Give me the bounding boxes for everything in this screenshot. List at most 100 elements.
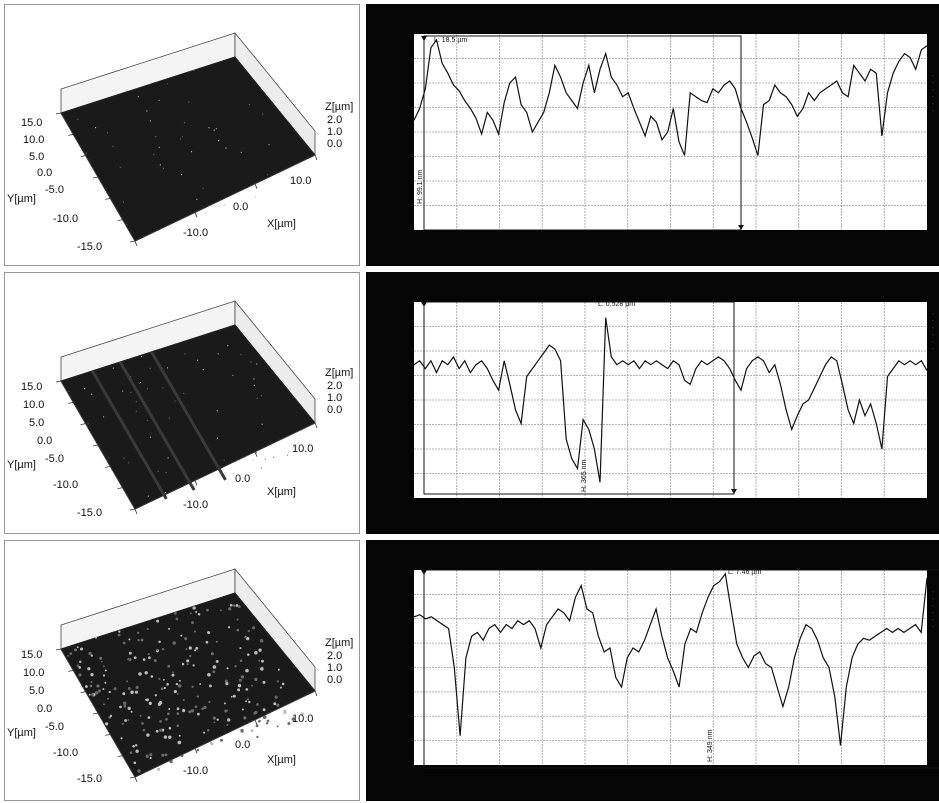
surface-speck bbox=[215, 640, 218, 643]
surface-speck bbox=[162, 167, 165, 169]
surface-speck bbox=[91, 693, 95, 697]
surface-speck bbox=[180, 634, 183, 637]
surface-speck bbox=[256, 703, 259, 706]
surface-speck bbox=[230, 695, 233, 698]
surface-speck bbox=[135, 685, 139, 689]
surface-speck bbox=[254, 650, 258, 655]
surface-speck bbox=[196, 359, 199, 361]
height-annotation: H: 349 nm bbox=[707, 730, 714, 762]
surface-speck bbox=[213, 129, 215, 131]
surface-speck bbox=[241, 708, 244, 711]
surface-speck bbox=[261, 423, 263, 425]
surface-speck bbox=[145, 698, 149, 702]
z-tick-label: 1.0 bbox=[327, 126, 343, 138]
profile-graphic: L: 7.46 µm H: 349 nm bbox=[413, 569, 939, 769]
surface-graphic bbox=[55, 299, 318, 515]
surface-speck bbox=[202, 187, 204, 189]
z-tick-label: 2.0 bbox=[327, 114, 343, 126]
surface-speck bbox=[146, 733, 150, 737]
surface-speck bbox=[89, 684, 93, 688]
profile-series bbox=[413, 317, 928, 483]
surface-speck bbox=[260, 395, 263, 397]
surface-speck bbox=[236, 618, 239, 621]
surface-speck bbox=[80, 647, 83, 651]
surface-speck bbox=[78, 666, 82, 669]
surface-speck bbox=[149, 436, 152, 438]
surface-speck bbox=[154, 694, 158, 697]
surface-speck bbox=[203, 705, 207, 710]
surface-speck bbox=[254, 710, 258, 715]
surface-speck bbox=[155, 136, 157, 138]
surface-speck bbox=[186, 663, 189, 666]
surface-speck bbox=[113, 687, 117, 691]
surface-speck bbox=[122, 692, 126, 696]
y-tick-label: 0.0 bbox=[37, 435, 53, 447]
tick-mark bbox=[117, 487, 123, 490]
x-tick-label: 10.0 bbox=[290, 175, 312, 187]
tick-mark bbox=[254, 183, 258, 189]
surface-speck bbox=[225, 147, 227, 149]
tick-mark bbox=[68, 133, 74, 136]
surface-speck bbox=[168, 735, 172, 739]
surface-speck bbox=[213, 721, 216, 724]
marker-arrow bbox=[731, 489, 737, 494]
surface-speck bbox=[243, 716, 247, 720]
surface-speck bbox=[177, 740, 182, 745]
z-tick-label: 2.0 bbox=[327, 380, 343, 392]
surface-speck bbox=[165, 718, 168, 721]
surface-speck bbox=[253, 378, 255, 380]
surface-speck bbox=[224, 709, 228, 713]
surface-speck bbox=[239, 647, 242, 650]
surface-speck bbox=[102, 688, 105, 691]
surface-speck bbox=[146, 627, 149, 631]
measure-box bbox=[423, 301, 735, 495]
surface-speck bbox=[183, 392, 185, 395]
surface-speck bbox=[189, 612, 192, 615]
surface-speck bbox=[174, 612, 177, 615]
surface-speck bbox=[176, 724, 180, 728]
surface-speck bbox=[218, 140, 220, 142]
surface-speck bbox=[206, 608, 209, 612]
y-tick-label: 10.0 bbox=[23, 134, 45, 146]
surface-speck bbox=[261, 659, 264, 663]
surface-speck bbox=[102, 674, 106, 677]
tick-mark bbox=[117, 755, 123, 758]
surface-speck bbox=[196, 198, 198, 200]
surface-speck bbox=[127, 718, 130, 721]
y-tick-label: 0.0 bbox=[37, 703, 53, 715]
surface-speck bbox=[228, 607, 232, 611]
tick-mark bbox=[129, 508, 136, 511]
surface-speck bbox=[227, 718, 231, 722]
surface-speck bbox=[157, 702, 162, 706]
z-tick-label: 0.0 bbox=[327, 674, 343, 686]
surface-speck bbox=[138, 672, 142, 676]
surface-speck bbox=[268, 144, 270, 146]
surface-speck bbox=[137, 631, 140, 635]
surface-speck bbox=[274, 695, 278, 699]
surface-speck bbox=[223, 702, 226, 705]
surface-speck bbox=[128, 658, 132, 662]
surface-speck bbox=[287, 722, 291, 725]
surface-speck bbox=[119, 166, 121, 168]
x-tick-label: -10.0 bbox=[183, 499, 209, 511]
surface-speck bbox=[129, 751, 133, 754]
surface-speck bbox=[240, 728, 244, 733]
surface-speck bbox=[159, 164, 161, 166]
surface-speck bbox=[254, 677, 258, 682]
tick-mark bbox=[117, 219, 123, 222]
surface-stripe bbox=[91, 370, 168, 500]
surface-speck bbox=[96, 684, 100, 688]
surface-speck bbox=[120, 737, 123, 740]
surface-speck bbox=[246, 698, 249, 701]
surface-speck bbox=[144, 671, 148, 675]
surface-speck bbox=[262, 715, 267, 719]
tick-mark bbox=[80, 691, 86, 694]
tick-mark bbox=[92, 444, 99, 447]
tick-mark bbox=[194, 212, 198, 218]
height-annotation: H: 99.1 nm bbox=[417, 170, 424, 204]
x-tick-label: 0.0 bbox=[235, 739, 251, 751]
surface-speck bbox=[176, 692, 179, 695]
surface-speck bbox=[162, 387, 164, 389]
surface-speck bbox=[85, 152, 87, 154]
y-tick-label: -5.0 bbox=[45, 453, 64, 465]
